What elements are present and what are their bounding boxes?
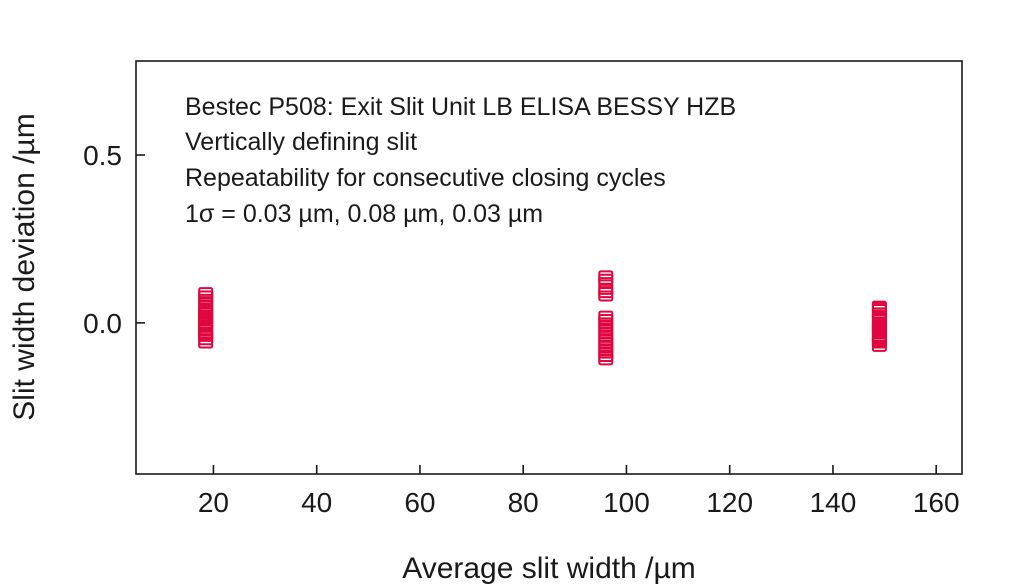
y-axis: 0.0 0.5 [83, 140, 145, 339]
annotation-block: Bestec P508: Exit Slit Unit LB ELISA BES… [185, 93, 736, 228]
x-tick-label: 120 [706, 487, 753, 518]
data-point [598, 273, 614, 285]
x-tick-label: 40 [301, 487, 332, 518]
annotation-line-2: Vertically defining slit [185, 128, 417, 156]
x-tick-label: 100 [603, 487, 650, 518]
data-point [871, 340, 887, 352]
y-tick-label: 0.5 [83, 140, 122, 171]
x-tick-label: 160 [913, 487, 960, 518]
x-tick-label: 80 [508, 487, 539, 518]
annotation-line-3: Repeatability for consecutive closing cy… [185, 164, 666, 192]
x-axis: 20 40 60 80 100 120 140 160 [198, 465, 960, 518]
data-point [598, 290, 614, 302]
x-axis-title: Average slit width /µm [402, 552, 696, 585]
y-tick-label: 0.0 [83, 308, 122, 339]
data-point [598, 354, 614, 366]
x-tick-label: 20 [198, 487, 229, 518]
x-tick-label: 140 [810, 487, 857, 518]
y-axis-title: Slit width deviation /µm [8, 113, 41, 420]
data-point [598, 287, 614, 299]
annotation-line-1: Bestec P508: Exit Slit Unit LB ELISA BES… [185, 93, 736, 121]
data-point [198, 337, 214, 349]
data-point [598, 277, 614, 289]
data-points [198, 270, 887, 366]
annotation-line-4: 1σ = 0.03 µm, 0.08 µm, 0.03 µm [185, 200, 543, 228]
plot-frame [135, 60, 963, 475]
x-tick-label: 60 [404, 487, 435, 518]
